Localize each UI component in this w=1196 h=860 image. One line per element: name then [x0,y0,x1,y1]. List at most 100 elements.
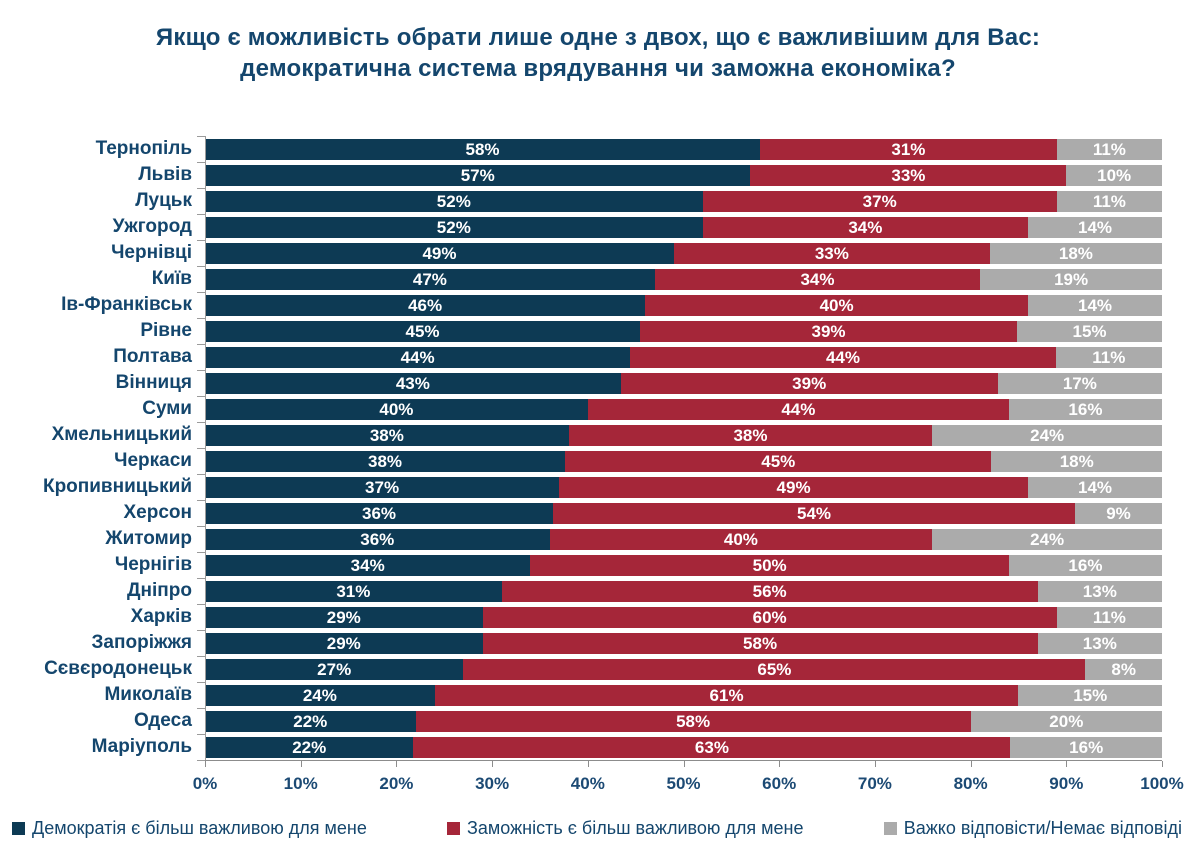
bar-segment-3: 10% [1066,164,1162,186]
chart-title: Якщо є можливість обрати лише одне з дво… [0,0,1196,84]
bar-value-label: 58% [743,633,778,653]
bar-segment-1: 44% [205,346,631,368]
x-axis-tick [1162,761,1163,767]
bar-segment-1: 36% [205,528,550,550]
x-axis-tick-label: 80% [953,774,988,793]
bar-row: Житомир 36% 40% 24% [0,526,1196,552]
bar-track: 29% 58% 13% [205,632,1162,654]
x-axis-tick [779,761,781,767]
bar-track: 40% 44% 16% [205,398,1162,420]
bar-value-label: 37% [862,191,897,211]
bar-row: Кропивницький 37% 49% 14% [0,474,1196,500]
bar-row: Вінниця 43% 39% 17% [0,370,1196,396]
y-axis-tick [197,734,205,735]
bar-segment-2: 63% [413,736,1011,758]
bar-track: 22% 58% 20% [205,710,1163,732]
category-label: Харків [130,606,192,627]
bar-row: Луцьк 52% 37% 11% [0,188,1196,214]
bar-track: 29% 60% 11% [205,606,1162,628]
bar-value-label: 34% [350,555,385,575]
category-label: Ів-Франківськ [61,294,192,315]
bar-segment-3: 11% [1056,190,1162,212]
y-axis-tick [197,422,205,423]
bar-row: Дніпро 31% 56% 13% [0,578,1196,604]
bar-value-label: 10% [1097,165,1132,185]
bar-value-label: 18% [1058,243,1093,263]
bar-segment-1: 27% [205,658,464,680]
bar-row: Тернопіль 58% 31% 11% [0,136,1196,162]
bar-row: Полтава 44% 44% 11% [0,344,1196,370]
bar-value-label: 40% [723,529,758,549]
bar-value-label: 56% [752,581,787,601]
bar-value-label: 49% [776,477,811,497]
x-axis-tick-label: 60% [762,774,797,793]
bar-value-label: 11% [1092,139,1126,159]
bar-segment-3: 14% [1028,216,1162,238]
y-axis-tick [197,344,205,345]
bar-value-label: 46% [408,295,443,315]
bar-value-label: 8% [1111,659,1136,679]
bar-segment-3: 11% [1055,346,1162,368]
y-axis-tick [197,318,205,319]
bar-segment-2: 34% [702,216,1029,238]
x-axis-tick-label: 0% [192,774,218,793]
x-axis-tick [970,761,972,767]
bar-segment-1: 38% [205,450,566,472]
category-label: Львів [138,164,192,185]
x-axis-tick-label: 90% [1049,774,1084,793]
bar-value-label: 14% [1077,217,1113,237]
stacked-bar-chart: Тернопіль 58% 31% 11% Львів 57% 33% 10% Луцьк 52%… [0,136,1196,761]
x-axis-tick-label: 20% [379,774,414,793]
legend-swatch [447,822,461,835]
bar-value-label: 16% [1069,737,1104,757]
bar-value-label: 43% [395,373,430,393]
legend-item: Демократія є більш важливою для мене [12,818,367,839]
bar-segment-2: 58% [415,710,971,732]
bar-value-label: 39% [811,321,846,341]
x-axis-tick [300,761,302,767]
bar-value-label: 29% [326,607,361,627]
bar-segment-2: 33% [673,242,990,264]
x-axis-tick-label: 50% [666,774,701,793]
bar-segment-2: 31% [760,138,1057,160]
bar-track: 47% 34% 19% [205,268,1162,290]
category-label: Чернігів [114,554,192,575]
bar-row: Херсон 36% 54% 9% [0,500,1196,526]
category-label: Тернопіль [95,138,192,159]
bar-segment-3: 15% [1018,684,1162,706]
y-axis-tick [197,162,205,163]
bar-segment-3: 16% [1010,736,1162,758]
bar-value-label: 31% [336,581,371,601]
bar-value-label: 40% [819,295,854,315]
bar-row: Ужгород 52% 34% 14% [0,214,1196,240]
bar-value-label: 44% [400,347,435,367]
bar-track: 31% 56% 13% [205,580,1162,602]
legend-item-label: Демократія є більш важливою для мене [32,818,367,838]
bar-value-label: 14% [1078,477,1113,497]
bar-segment-2: 50% [530,554,1009,576]
bar-value-label: 38% [733,425,768,445]
bar-value-label: 33% [814,243,849,263]
bar-value-label: 11% [1092,191,1126,211]
bar-row: Суми 40% 44% 16% [0,396,1196,422]
bar-segment-1: 22% [205,736,414,758]
bar-segment-1: 52% [205,190,703,212]
bar-row: Чернігів 34% 50% 16% [0,552,1196,578]
bar-track: 58% 31% 11% [205,138,1162,160]
category-label: Хмельницький [51,424,192,445]
bar-value-label: 45% [405,321,440,341]
bar-track: 49% 33% 18% [205,242,1163,264]
bar-track: 24% 61% 15% [205,684,1162,706]
bar-segment-3: 16% [1008,398,1162,420]
bar-value-label: 58% [676,711,711,731]
bar-value-label: 24% [1030,529,1065,549]
y-axis-tick [197,240,205,241]
bar-value-label: 13% [1082,633,1117,653]
bar-row: Маріуполь 22% 63% 16% [0,734,1196,760]
bar-segment-2: 61% [434,684,1019,706]
bar-value-label: 20% [1049,711,1084,731]
category-label: Суми [142,398,192,419]
bar-value-label: 34% [800,269,835,289]
category-label: Дніпро [127,580,192,601]
category-label: Сєвєродонецьк [44,658,192,679]
